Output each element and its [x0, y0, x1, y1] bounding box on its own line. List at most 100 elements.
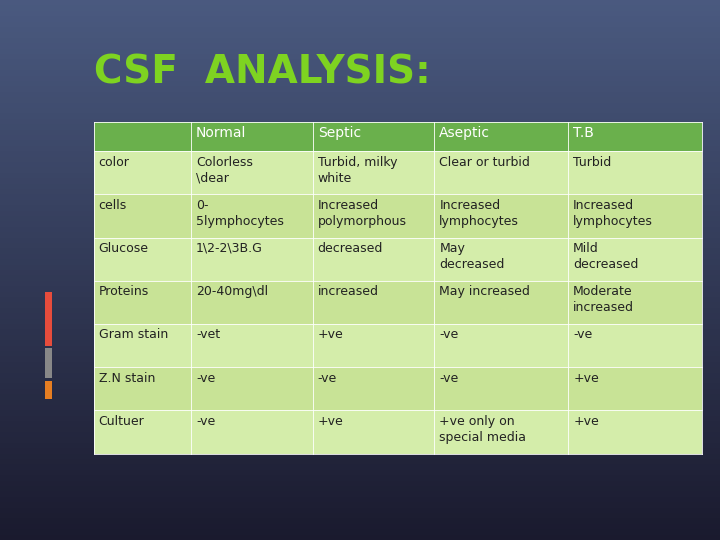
- Bar: [0, 70, 720, 76]
- Text: May
decreased: May decreased: [439, 242, 505, 271]
- Bar: [0, 167, 720, 173]
- Bar: [0, 140, 720, 146]
- Bar: [0, 378, 720, 383]
- Bar: [0, 86, 720, 92]
- Bar: [0, 448, 720, 454]
- Text: -ve: -ve: [439, 328, 459, 341]
- Bar: [0, 135, 720, 140]
- Bar: [0, 329, 720, 335]
- Bar: [0, 508, 720, 513]
- Text: 1\2-2\3B.G: 1\2-2\3B.G: [196, 242, 263, 255]
- Bar: [0, 157, 720, 162]
- Bar: [0, 146, 720, 151]
- Bar: [0, 238, 720, 243]
- Text: Normal: Normal: [196, 126, 246, 140]
- Bar: [0, 259, 720, 265]
- Bar: [0, 405, 720, 410]
- Bar: [0, 491, 720, 497]
- Bar: [0, 178, 720, 184]
- Text: +ve only on
special media: +ve only on special media: [439, 415, 526, 444]
- Bar: [0, 270, 720, 275]
- Text: CSF  ANALYSIS:: CSF ANALYSIS:: [94, 54, 431, 92]
- Bar: [0, 464, 720, 470]
- Bar: [0, 243, 720, 248]
- Text: Septic: Septic: [318, 126, 361, 140]
- Bar: [0, 346, 720, 351]
- Bar: [0, 432, 720, 437]
- Bar: [0, 65, 720, 70]
- Text: 0-
5lymphocytes: 0- 5lymphocytes: [196, 199, 284, 228]
- Bar: [0, 394, 720, 400]
- Bar: [0, 459, 720, 464]
- Bar: [0, 92, 720, 97]
- Bar: [0, 265, 720, 270]
- Bar: [0, 400, 720, 405]
- Bar: [0, 524, 720, 529]
- Bar: [45, 381, 52, 399]
- Bar: [0, 130, 720, 135]
- Bar: [0, 32, 720, 38]
- Text: Z.N stain: Z.N stain: [99, 372, 155, 384]
- Text: Turbid, milky
white: Turbid, milky white: [318, 156, 397, 185]
- Bar: [0, 421, 720, 427]
- Bar: [0, 529, 720, 535]
- Bar: [0, 227, 720, 232]
- Bar: [0, 410, 720, 416]
- Text: +ve: +ve: [318, 415, 343, 428]
- Text: Turbid: Turbid: [573, 156, 611, 168]
- Text: Mild
decreased: Mild decreased: [573, 242, 639, 271]
- Bar: [0, 54, 720, 59]
- Bar: [0, 22, 720, 27]
- Bar: [0, 319, 720, 324]
- Bar: [0, 275, 720, 281]
- Bar: [0, 103, 720, 108]
- Bar: [0, 313, 720, 319]
- Bar: [0, 502, 720, 508]
- Bar: [0, 513, 720, 518]
- Bar: [0, 205, 720, 211]
- Bar: [0, 427, 720, 432]
- Text: Moderate
increased: Moderate increased: [573, 285, 634, 314]
- Text: Increased
polymorphous: Increased polymorphous: [318, 199, 407, 228]
- Bar: [0, 124, 720, 130]
- Bar: [0, 232, 720, 238]
- Bar: [0, 248, 720, 254]
- Bar: [0, 497, 720, 502]
- Bar: [0, 481, 720, 486]
- Bar: [0, 27, 720, 32]
- Text: decreased: decreased: [318, 242, 383, 255]
- Text: increased: increased: [318, 285, 379, 298]
- Bar: [0, 281, 720, 286]
- Bar: [0, 254, 720, 259]
- Text: +ve: +ve: [318, 328, 343, 341]
- Bar: [0, 302, 720, 308]
- Text: Increased
lymphocytes: Increased lymphocytes: [439, 199, 519, 228]
- Text: -ve: -ve: [196, 415, 215, 428]
- Bar: [0, 162, 720, 167]
- Bar: [0, 221, 720, 227]
- Bar: [0, 97, 720, 103]
- Bar: [0, 356, 720, 362]
- Text: +ve: +ve: [573, 415, 599, 428]
- Text: Glucose: Glucose: [99, 242, 148, 255]
- Bar: [0, 216, 720, 221]
- Bar: [0, 113, 720, 119]
- Bar: [0, 518, 720, 524]
- Bar: [0, 200, 720, 205]
- Text: T.B: T.B: [573, 126, 594, 140]
- Bar: [0, 81, 720, 86]
- Bar: [0, 108, 720, 113]
- Bar: [45, 348, 52, 378]
- Bar: [0, 416, 720, 421]
- Bar: [45, 292, 52, 346]
- Text: Aseptic: Aseptic: [439, 126, 490, 140]
- Bar: [0, 76, 720, 81]
- Bar: [0, 49, 720, 54]
- Bar: [0, 11, 720, 16]
- Bar: [0, 16, 720, 22]
- Text: -ve: -ve: [573, 328, 593, 341]
- Bar: [0, 184, 720, 189]
- Text: Proteins: Proteins: [99, 285, 149, 298]
- Bar: [0, 389, 720, 394]
- Text: May increased: May increased: [439, 285, 530, 298]
